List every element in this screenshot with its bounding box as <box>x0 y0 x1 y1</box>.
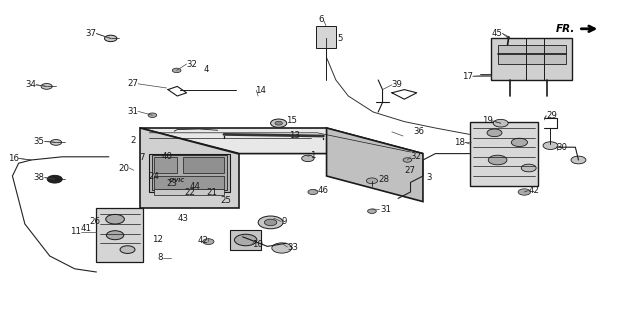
Text: 5: 5 <box>337 34 343 43</box>
Text: CIVIC: CIVIC <box>169 178 185 183</box>
Circle shape <box>571 156 586 164</box>
Text: 12: 12 <box>152 235 163 244</box>
Polygon shape <box>140 128 239 208</box>
Circle shape <box>543 142 558 149</box>
Text: 32: 32 <box>187 60 198 68</box>
Text: 26: 26 <box>90 217 101 226</box>
Polygon shape <box>470 122 538 186</box>
Polygon shape <box>230 230 261 250</box>
Circle shape <box>272 243 292 253</box>
Text: 42: 42 <box>197 236 208 245</box>
Circle shape <box>47 175 62 183</box>
Text: 21: 21 <box>207 188 218 197</box>
Text: 18: 18 <box>454 138 465 147</box>
Text: 46: 46 <box>317 186 328 195</box>
Polygon shape <box>316 26 336 48</box>
Polygon shape <box>152 155 227 190</box>
Text: 39: 39 <box>392 80 402 89</box>
Circle shape <box>104 35 117 42</box>
Circle shape <box>308 189 318 195</box>
Text: 31: 31 <box>127 107 138 116</box>
Text: 41: 41 <box>81 224 92 233</box>
Text: 31: 31 <box>381 205 392 214</box>
Text: 27: 27 <box>127 79 138 88</box>
Circle shape <box>203 239 214 244</box>
Text: 14: 14 <box>255 86 266 95</box>
Circle shape <box>264 219 277 226</box>
Circle shape <box>366 178 378 184</box>
Text: 33: 33 <box>287 243 299 252</box>
Text: 32: 32 <box>411 152 422 161</box>
Polygon shape <box>491 38 572 80</box>
Text: 36: 36 <box>414 127 425 136</box>
Circle shape <box>172 68 181 73</box>
Text: 24: 24 <box>148 172 159 181</box>
Text: FR.: FR. <box>556 24 575 34</box>
Text: 43: 43 <box>177 214 188 223</box>
Polygon shape <box>154 176 224 189</box>
Text: 4: 4 <box>204 65 210 74</box>
Text: 20: 20 <box>118 164 129 172</box>
Text: 11: 11 <box>70 228 81 236</box>
Text: 42: 42 <box>529 186 540 195</box>
Circle shape <box>488 155 507 165</box>
Circle shape <box>302 155 314 162</box>
Text: 38: 38 <box>34 173 45 182</box>
Circle shape <box>403 158 412 162</box>
Polygon shape <box>498 45 566 64</box>
Text: 34: 34 <box>25 80 36 89</box>
Circle shape <box>521 164 536 172</box>
Text: 29: 29 <box>546 111 557 120</box>
Text: 15: 15 <box>286 116 297 124</box>
Polygon shape <box>183 157 224 173</box>
Circle shape <box>368 209 376 213</box>
Circle shape <box>50 140 62 145</box>
Circle shape <box>120 246 135 253</box>
Circle shape <box>275 121 282 125</box>
Circle shape <box>511 138 527 147</box>
Text: 17: 17 <box>462 72 473 81</box>
Circle shape <box>148 113 157 117</box>
Text: 23: 23 <box>167 179 178 188</box>
Circle shape <box>41 84 52 89</box>
Text: 10: 10 <box>252 240 263 249</box>
Circle shape <box>106 231 124 240</box>
Text: 45: 45 <box>491 29 503 38</box>
Text: 6: 6 <box>318 15 323 24</box>
Circle shape <box>518 189 531 195</box>
Text: 37: 37 <box>85 29 96 38</box>
Circle shape <box>258 216 283 229</box>
Polygon shape <box>149 154 230 192</box>
Polygon shape <box>154 189 224 195</box>
Text: 16: 16 <box>7 154 19 163</box>
Text: 44: 44 <box>190 182 201 191</box>
Text: 35: 35 <box>34 137 45 146</box>
Circle shape <box>234 234 257 246</box>
Circle shape <box>271 119 287 127</box>
Polygon shape <box>140 128 423 154</box>
Text: 13: 13 <box>289 131 300 140</box>
Polygon shape <box>327 128 423 202</box>
Text: 40: 40 <box>162 152 173 161</box>
Text: 25: 25 <box>221 196 232 204</box>
Text: 9: 9 <box>281 217 287 226</box>
Text: 27: 27 <box>404 166 415 175</box>
Text: 7: 7 <box>139 153 144 162</box>
Text: 19: 19 <box>482 116 493 125</box>
Circle shape <box>487 129 502 137</box>
Text: 3: 3 <box>426 173 432 182</box>
Circle shape <box>106 214 124 224</box>
Text: 1: 1 <box>310 151 315 160</box>
Text: 28: 28 <box>378 175 389 184</box>
Text: 30: 30 <box>557 143 568 152</box>
Polygon shape <box>154 157 177 173</box>
Text: 2: 2 <box>130 136 136 145</box>
Text: 8: 8 <box>157 253 163 262</box>
Polygon shape <box>96 208 143 262</box>
Text: 22: 22 <box>184 188 195 197</box>
Circle shape <box>493 119 508 127</box>
